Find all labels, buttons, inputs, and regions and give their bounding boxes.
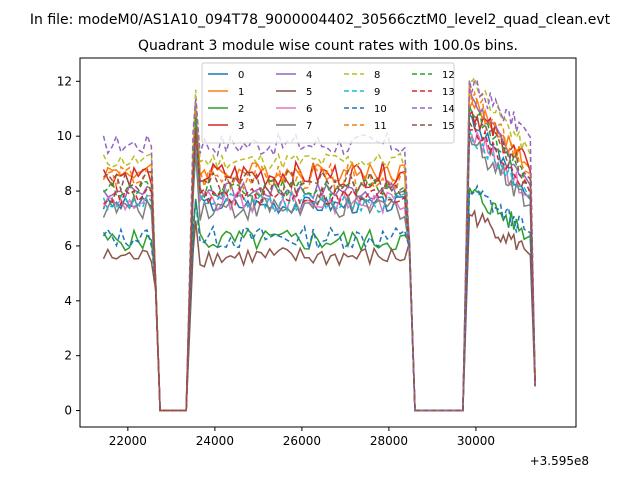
- legend-label-12: 12: [442, 70, 455, 81]
- y-tick-label: 12: [57, 74, 72, 88]
- legend-label-11: 11: [374, 121, 387, 132]
- file-line: In file: modeM0/AS1A10_094T78_9000004402…: [30, 12, 611, 28]
- legend-label-10: 10: [374, 104, 387, 115]
- legend-label-6: 6: [306, 104, 312, 115]
- legend-label-0: 0: [238, 70, 244, 81]
- series-line-15: [103, 116, 536, 412]
- legend-label-7: 7: [306, 121, 312, 132]
- chart-title: Quadrant 3 module wise count rates with …: [138, 38, 518, 54]
- x-offset-label: +3.595e8: [530, 454, 589, 468]
- y-tick-label: 4: [64, 294, 72, 308]
- series-line-12: [103, 105, 536, 412]
- series-line-10: [102, 184, 536, 412]
- x-tick-label: 24000: [196, 434, 234, 448]
- legend-label-14: 14: [442, 104, 455, 115]
- series-line-13: [103, 125, 536, 412]
- x-tick-label: 26000: [283, 434, 321, 448]
- series-line-0: [102, 112, 536, 412]
- series-line-14: [102, 79, 536, 412]
- legend-label-13: 13: [442, 87, 455, 98]
- series-line-1: [102, 98, 536, 412]
- x-tick-label: 30000: [457, 434, 495, 448]
- legend-label-5: 5: [306, 87, 312, 98]
- x-tick-label: 28000: [370, 434, 408, 448]
- y-tick-label: 0: [64, 404, 72, 418]
- y-tick-label: 6: [64, 239, 72, 253]
- y-tick-label: 8: [64, 184, 72, 198]
- x-tick-label: 22000: [109, 434, 147, 448]
- legend-label-2: 2: [238, 104, 244, 115]
- series-line-2: [102, 187, 536, 412]
- legend-box: [201, 62, 455, 144]
- y-tick-label: 2: [64, 349, 72, 363]
- series-line-9: [102, 128, 536, 412]
- y-tick-label: 10: [57, 129, 72, 143]
- legend-label-3: 3: [238, 121, 244, 132]
- legend-label-4: 4: [306, 70, 312, 81]
- legend-label-1: 1: [238, 87, 244, 98]
- plot-frame: [79, 57, 577, 428]
- legend-label-15: 15: [442, 121, 455, 132]
- legend-label-8: 8: [374, 70, 380, 81]
- series-line-3: [102, 110, 536, 412]
- legend-label-9: 9: [374, 87, 380, 98]
